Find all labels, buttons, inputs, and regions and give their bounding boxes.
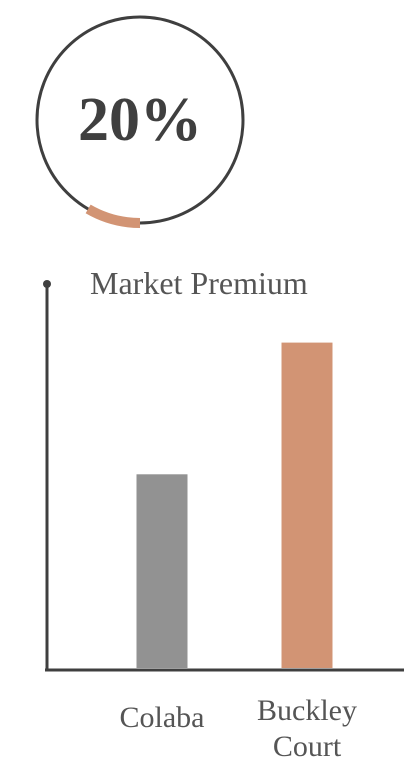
x-tick-label-0: Colaba xyxy=(120,701,205,734)
x-tick-label-line: Colaba xyxy=(120,701,205,734)
bars-group xyxy=(136,342,333,668)
gauge-progress-arc xyxy=(85,204,141,228)
chart-axes xyxy=(43,280,404,672)
x-tick-label-line: Court xyxy=(273,730,342,763)
bar-0 xyxy=(136,474,188,668)
percentage-gauge: 20% xyxy=(35,15,245,228)
bar-1 xyxy=(281,342,333,668)
gauge-value: 20% xyxy=(78,86,202,154)
x-tick-label-1: Buckley Court xyxy=(257,694,357,763)
x-tick-labels: Colaba Buckley Court xyxy=(120,694,357,763)
chart-title: Market Premium xyxy=(90,265,308,301)
x-tick-label-line: Buckley xyxy=(257,694,357,727)
